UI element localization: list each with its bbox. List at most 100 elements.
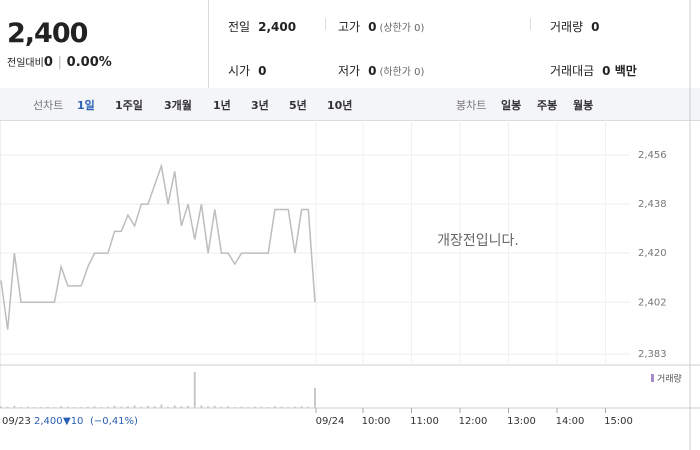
volume-bar <box>180 406 183 408</box>
volume-bar <box>260 406 263 408</box>
volume-bar <box>253 406 256 408</box>
x-tick-label: 13:00 <box>507 416 536 427</box>
volume-bar <box>193 371 196 408</box>
volume-bar <box>240 406 243 408</box>
volume-bar <box>40 407 43 408</box>
volume-bar <box>314 387 316 408</box>
stat-note: (상한가 0) <box>379 23 425 34</box>
volume-bar <box>73 407 76 408</box>
tab[interactable]: 일봉 <box>501 99 522 112</box>
volume-bar <box>300 406 303 408</box>
prev-price: 2,400 <box>34 416 63 427</box>
volume-bar <box>26 406 29 408</box>
volume-bar <box>213 405 216 408</box>
tab[interactable]: 월봉 <box>573 99 594 112</box>
volume-bar <box>120 406 123 408</box>
change-pct: 0.00% <box>66 55 112 70</box>
volume-bar <box>133 405 136 408</box>
stat-label: 거래량 <box>550 20 584 34</box>
message: 개장전입니다. <box>437 233 519 249</box>
volume-bar <box>100 407 103 408</box>
divider <box>530 18 531 30</box>
tab-group-label: 봉차트 <box>456 99 487 112</box>
change-label: 전일대비 <box>7 58 44 69</box>
stat: 시가 0 <box>228 62 266 79</box>
volume-bar <box>227 406 230 408</box>
volume-bar <box>173 405 176 408</box>
volume-bar <box>247 407 250 408</box>
x-tick-label: 10:00 <box>362 416 391 427</box>
stat: 전일 2,400 <box>228 18 296 35</box>
legend-label: 거래량 <box>657 373 682 385</box>
volume-bar <box>106 406 109 408</box>
y-tick-label: 2,402 <box>638 297 667 308</box>
volume-bar <box>140 406 143 408</box>
y-tick-label: 2,438 <box>638 199 667 210</box>
price-line <box>0 162 316 330</box>
stat-label: 저가 <box>338 64 361 78</box>
x-tick-label: 15:00 <box>604 416 633 427</box>
prev-pct: (−0,41%) <box>90 416 138 427</box>
stat-value: 0 <box>591 20 600 34</box>
volume-bar <box>46 406 49 408</box>
volume-bar <box>160 404 163 408</box>
volume-bar <box>20 407 23 408</box>
tab[interactable]: 3개월 <box>164 99 192 112</box>
volume-bar <box>126 406 129 408</box>
volume-bar <box>293 406 296 408</box>
stat-label: 고가 <box>338 20 361 34</box>
tab-group-label: 선차트 <box>33 99 64 112</box>
volume-bar <box>13 405 16 408</box>
stat-value: 0 백만 <box>602 64 637 78</box>
volume-bar <box>220 406 223 408</box>
x-tick-label: 11:00 <box>410 416 439 427</box>
tab[interactable]: 1주일 <box>115 99 143 112</box>
y-tick-label: 2,383 <box>638 349 667 360</box>
change: 전일대비0 | 0.00% <box>7 55 112 70</box>
stat-value: 0 <box>258 64 267 78</box>
x-tick-label: 09/24 <box>316 416 345 427</box>
tab-bar: 선차트 1일 1주일 3개월 1년 3년 5년 10년 봉차트 일봉 주봉 월봉 <box>0 88 700 121</box>
price: 2,400 <box>7 18 88 49</box>
volume-bar <box>6 406 9 408</box>
tab[interactable]: 5년 <box>289 99 307 112</box>
volume-bar <box>80 407 83 408</box>
volume-bar <box>0 406 2 408</box>
volume-bar <box>307 406 310 408</box>
stat-note: (하한가 0) <box>379 67 425 78</box>
x-tick-label: 14:00 <box>556 416 585 427</box>
prev-date: 09/23 <box>2 416 31 427</box>
volume-bar <box>33 407 36 408</box>
stat-label: 전일 <box>228 20 251 34</box>
prev-change: ▼10 <box>63 416 83 427</box>
volume-bar <box>167 406 170 408</box>
volume-bar <box>60 406 63 408</box>
volume-bar <box>200 405 203 408</box>
volume-bar <box>53 407 56 408</box>
stat: 저가 0 (하한가 0) <box>338 62 424 79</box>
tab[interactable]: 3년 <box>251 99 269 112</box>
volume-bar <box>273 406 276 408</box>
legend-swatch <box>651 374 654 382</box>
volume-bar <box>113 405 116 408</box>
tab[interactable]: 1일 <box>77 99 95 112</box>
header: 2,400 전일대비0 | 0.00% 전일 2,400 고가 0 (상한가 0) 거래량… <box>0 0 700 89</box>
volume-bar <box>146 405 149 408</box>
stat-value: 2,400 <box>258 20 297 34</box>
tab[interactable]: 주봉 <box>537 99 558 112</box>
tab[interactable]: 10년 <box>327 99 353 112</box>
volume-bar <box>93 406 96 408</box>
tab[interactable]: 1년 <box>213 99 231 112</box>
stat-value: 0 <box>368 20 377 34</box>
price-panel: 2,400 전일대비0 | 0.00% <box>0 0 209 88</box>
volume-bar <box>287 407 290 408</box>
stat: 거래대금 0 백만 <box>550 62 637 79</box>
change-value: 0 <box>43 55 53 70</box>
divider <box>325 18 326 30</box>
volume-bar <box>233 407 236 408</box>
stat-label: 시가 <box>228 64 251 78</box>
volume-bar <box>187 405 190 408</box>
stat: 고가 0 (상한가 0) <box>338 18 424 35</box>
volume-bar <box>207 406 210 408</box>
